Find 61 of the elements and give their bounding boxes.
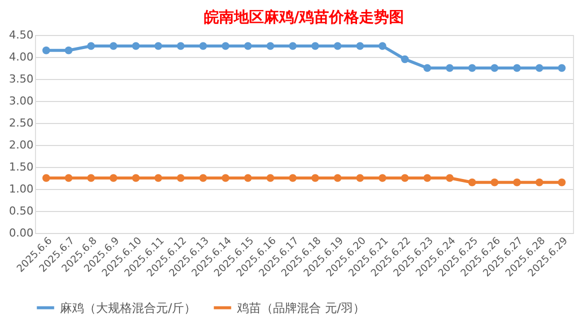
point [423,174,432,182]
point [401,55,409,64]
point [446,64,454,72]
point [558,178,566,186]
point [110,42,118,50]
point [468,64,476,72]
chart-title: 皖南地区麻鸡/鸡苗价格走势图 [204,8,404,26]
point [311,174,320,182]
y-tick-label: 3.00 [9,94,34,108]
y-tick-label: 2.00 [9,138,34,152]
point [311,42,320,50]
point [176,42,185,50]
point [176,174,185,182]
y-tick-label: 4.50 [9,28,34,42]
point [266,42,274,50]
point [288,174,297,182]
point [266,174,274,182]
point [356,174,364,182]
point [87,174,95,182]
y-tick-label: 1.50 [9,160,34,174]
y-tick-label: 4.00 [9,50,34,64]
point [42,46,50,54]
point [154,42,162,50]
point [222,42,230,50]
y-tick-label: 1.00 [9,182,34,196]
point [490,64,498,72]
point [199,174,207,182]
point [401,174,409,182]
point [87,42,95,50]
point [64,46,72,54]
point [536,64,544,72]
y-tick-label: 2.50 [9,116,34,130]
y-tick-label: 0.00 [9,226,34,240]
point [378,174,386,182]
point [536,178,544,186]
point [244,174,252,182]
point [468,178,476,186]
point [132,42,140,50]
y-tick-label: 3.50 [9,72,34,86]
point [42,174,50,182]
point [64,174,72,182]
point [110,174,118,182]
point [558,64,566,72]
point [334,42,342,50]
point [490,178,498,186]
legend-label: 鸡苗（品牌混合 元/羽） [236,300,365,315]
point [446,174,454,182]
point [154,174,162,182]
point [513,64,521,72]
y-tick-label: 0.50 [9,204,34,218]
point [356,42,364,50]
point [288,42,297,50]
point [423,64,432,72]
legend-label: 麻鸡（大规格混合元/斤） [60,300,196,315]
point [244,42,252,50]
point [513,178,521,186]
point [334,174,342,182]
point [378,42,386,50]
point [199,42,207,50]
point [132,174,140,182]
point [222,174,230,182]
